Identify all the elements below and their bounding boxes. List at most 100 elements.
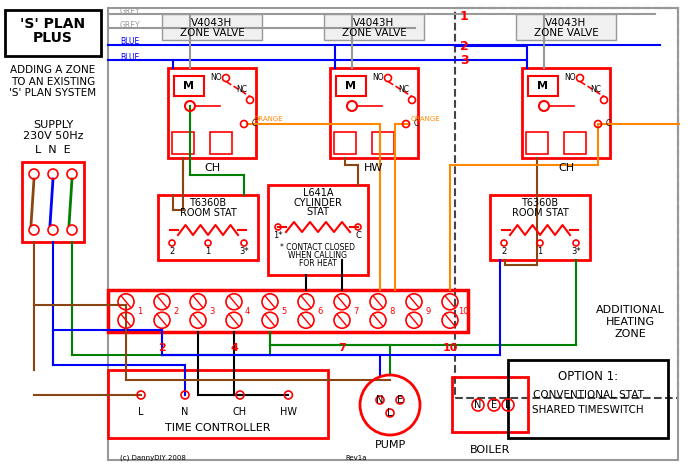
Text: BLUE: BLUE — [120, 52, 139, 61]
Text: PLUS: PLUS — [33, 31, 73, 45]
Text: T6360B: T6360B — [190, 198, 226, 208]
Text: M: M — [184, 81, 195, 91]
Text: 1: 1 — [206, 248, 210, 256]
Text: (c) DannyDIY 2008: (c) DannyDIY 2008 — [120, 455, 186, 461]
Bar — [210, 132, 232, 154]
Text: ADDITIONAL: ADDITIONAL — [595, 305, 664, 315]
Bar — [162, 14, 262, 40]
Text: 1*: 1* — [273, 232, 283, 241]
Text: PUMP: PUMP — [375, 440, 406, 450]
Bar — [168, 68, 256, 158]
Text: SHARED TIMESWITCH: SHARED TIMESWITCH — [532, 405, 644, 415]
Text: TO AN EXISTING: TO AN EXISTING — [11, 77, 95, 87]
Text: V4043H: V4043H — [353, 18, 395, 28]
Bar — [108, 370, 328, 438]
Bar — [22, 162, 84, 242]
Bar — [158, 195, 258, 260]
Text: 6: 6 — [317, 307, 322, 315]
Text: 2: 2 — [169, 248, 175, 256]
Text: ORANGE: ORANGE — [411, 116, 441, 122]
Text: NC: NC — [399, 86, 409, 95]
Bar — [516, 14, 616, 40]
Bar — [452, 377, 528, 432]
Bar — [174, 76, 204, 96]
Bar — [455, 8, 678, 398]
Text: 1: 1 — [137, 307, 142, 315]
Bar — [324, 14, 424, 40]
Text: CH: CH — [233, 407, 247, 417]
Text: M: M — [346, 81, 357, 91]
Text: 3: 3 — [209, 307, 215, 315]
Bar — [564, 132, 586, 154]
Bar — [526, 132, 548, 154]
Text: L: L — [505, 400, 511, 410]
Text: 3*: 3* — [571, 248, 581, 256]
Text: C: C — [413, 119, 419, 129]
Text: L641A: L641A — [303, 188, 333, 198]
Text: 2: 2 — [460, 39, 469, 52]
Text: E: E — [491, 400, 497, 410]
Text: N: N — [474, 400, 482, 410]
Text: Rev1a: Rev1a — [345, 455, 366, 461]
Text: T6360B: T6360B — [522, 198, 559, 208]
Text: * CONTACT CLOSED: * CONTACT CLOSED — [281, 242, 355, 251]
Text: C: C — [605, 119, 611, 129]
Text: NO: NO — [564, 73, 576, 82]
Text: 4: 4 — [245, 307, 250, 315]
Text: CH: CH — [558, 163, 574, 173]
Text: ADDING A ZONE: ADDING A ZONE — [10, 65, 96, 75]
Bar — [490, 195, 590, 260]
Bar — [330, 68, 418, 158]
Text: N: N — [376, 395, 384, 405]
Text: 230V 50Hz: 230V 50Hz — [23, 131, 83, 141]
Text: 1: 1 — [538, 248, 542, 256]
Text: ZONE VALVE: ZONE VALVE — [179, 28, 244, 38]
Text: OPTION 1:: OPTION 1: — [558, 370, 618, 382]
Text: M: M — [538, 81, 549, 91]
Text: SUPPLY: SUPPLY — [33, 120, 73, 130]
Text: C: C — [355, 232, 361, 241]
Text: CONVENTIONAL STAT: CONVENTIONAL STAT — [533, 390, 644, 400]
Text: L: L — [138, 407, 144, 417]
Text: GREY: GREY — [120, 7, 141, 15]
Bar — [336, 76, 366, 96]
Text: 4: 4 — [230, 343, 238, 353]
Text: ZONE: ZONE — [614, 329, 646, 339]
Text: 10: 10 — [458, 307, 469, 315]
Text: 9: 9 — [425, 307, 431, 315]
Text: N: N — [181, 407, 188, 417]
Text: 5: 5 — [281, 307, 286, 315]
Text: NC: NC — [237, 86, 248, 95]
Text: HEATING: HEATING — [605, 317, 655, 327]
Bar — [372, 132, 394, 154]
Text: E: E — [397, 395, 403, 405]
Text: V4043H: V4043H — [191, 18, 233, 28]
Text: 7: 7 — [353, 307, 358, 315]
Bar — [522, 68, 610, 158]
Text: WHEN CALLING: WHEN CALLING — [288, 250, 348, 259]
Text: 7: 7 — [338, 343, 346, 353]
Text: C: C — [251, 119, 257, 129]
Text: 8: 8 — [389, 307, 395, 315]
Text: L: L — [387, 408, 393, 418]
Bar — [268, 185, 368, 275]
Text: FOR HEAT: FOR HEAT — [299, 258, 337, 268]
Bar — [108, 8, 678, 460]
Text: 'S' PLAN: 'S' PLAN — [21, 17, 86, 31]
Text: HW: HW — [280, 407, 297, 417]
Text: BLUE: BLUE — [120, 37, 139, 46]
Text: NO: NO — [210, 73, 221, 82]
Text: NC: NC — [591, 86, 602, 95]
Bar — [108, 290, 468, 332]
Text: 3*: 3* — [239, 248, 249, 256]
Text: ORANGE: ORANGE — [254, 116, 284, 122]
Text: 1: 1 — [460, 9, 469, 22]
Text: BOILER: BOILER — [470, 445, 510, 455]
Text: ZONE VALVE: ZONE VALVE — [533, 28, 598, 38]
Text: 3: 3 — [460, 54, 469, 67]
Text: 10: 10 — [442, 343, 457, 353]
Bar — [5, 10, 101, 56]
Text: ZONE VALVE: ZONE VALVE — [342, 28, 406, 38]
Bar — [508, 360, 668, 438]
Bar — [334, 132, 356, 154]
